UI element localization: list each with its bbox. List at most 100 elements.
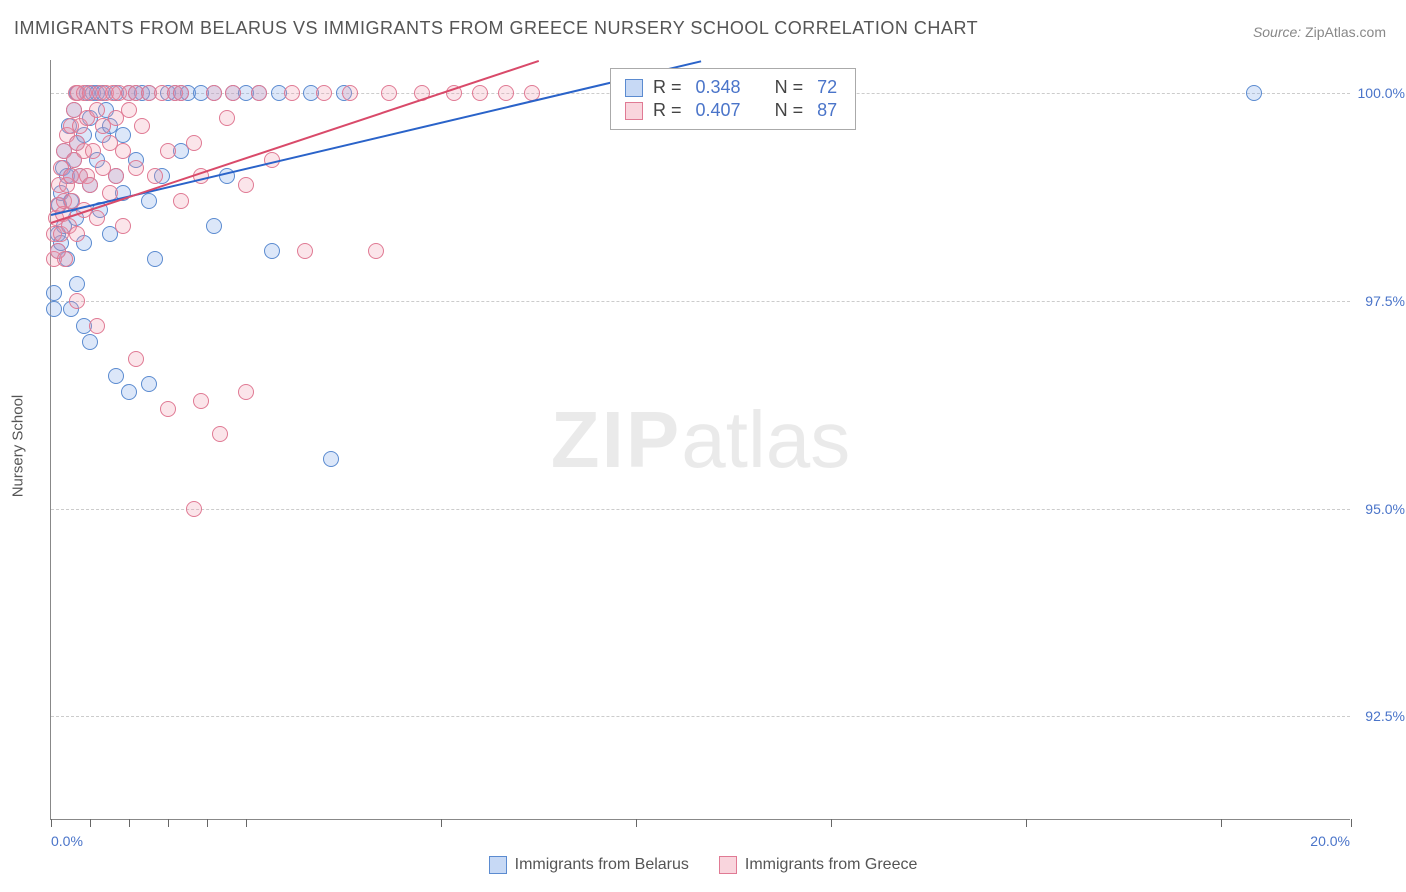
scatter-point-belarus xyxy=(141,193,157,209)
y-axis-label: Nursery School xyxy=(10,395,27,498)
scatter-point-belarus xyxy=(323,451,339,467)
stats-n-label: N = xyxy=(775,100,804,121)
scatter-point-greece xyxy=(69,226,85,242)
stats-r-label: R = xyxy=(653,77,682,98)
scatter-point-greece xyxy=(89,210,105,226)
x-tick xyxy=(246,819,247,827)
scatter-point-belarus xyxy=(206,218,222,234)
stats-r-value-belarus: 0.348 xyxy=(692,77,745,98)
scatter-point-greece xyxy=(115,218,131,234)
scatter-point-belarus xyxy=(46,285,62,301)
x-tick xyxy=(441,819,442,827)
scatter-point-greece xyxy=(134,118,150,134)
stats-row-greece: R =0.407N =87 xyxy=(625,100,841,121)
watermark-light: atlas xyxy=(681,395,850,484)
scatter-point-greece xyxy=(238,384,254,400)
chart-container: IMMIGRANTS FROM BELARUS VS IMMIGRANTS FR… xyxy=(0,0,1406,892)
chart-source: Source: ZipAtlas.com xyxy=(1253,24,1386,40)
scatter-point-greece xyxy=(89,102,105,118)
stats-n-value-belarus: 72 xyxy=(813,77,841,98)
scatter-point-belarus xyxy=(69,276,85,292)
x-tick xyxy=(207,819,208,827)
scatter-point-greece xyxy=(498,85,514,101)
legend-swatch-belarus xyxy=(489,856,507,874)
x-tick xyxy=(1026,819,1027,827)
x-tick xyxy=(90,819,91,827)
scatter-point-greece xyxy=(251,85,267,101)
scatter-point-greece xyxy=(160,143,176,159)
y-tick-label: 95.0% xyxy=(1365,501,1405,517)
x-tick xyxy=(1351,819,1352,827)
source-prefix: Source: xyxy=(1253,24,1305,40)
scatter-point-greece xyxy=(212,426,228,442)
x-tick xyxy=(1221,819,1222,827)
scatter-point-belarus xyxy=(46,301,62,317)
stats-n-label: N = xyxy=(775,77,804,98)
scatter-point-greece xyxy=(472,85,488,101)
scatter-point-greece xyxy=(57,251,73,267)
legend-label-belarus: Immigrants from Belarus xyxy=(515,856,689,874)
scatter-point-greece xyxy=(219,110,235,126)
x-tick-label-max: 20.0% xyxy=(1310,833,1350,849)
scatter-point-greece xyxy=(147,168,163,184)
stats-r-label: R = xyxy=(653,100,682,121)
scatter-point-belarus xyxy=(108,368,124,384)
scatter-point-belarus xyxy=(1246,85,1262,101)
scatter-point-greece xyxy=(85,143,101,159)
legend-item-greece: Immigrants from Greece xyxy=(719,856,917,874)
source-name: ZipAtlas.com xyxy=(1305,24,1386,40)
x-tick-label-min: 0.0% xyxy=(51,833,83,849)
gridline xyxy=(51,509,1350,510)
scatter-point-greece xyxy=(193,393,209,409)
gridline xyxy=(51,301,1350,302)
scatter-point-greece xyxy=(225,85,241,101)
scatter-point-greece xyxy=(186,135,202,151)
stats-swatch-belarus xyxy=(625,79,643,97)
legend-item-belarus: Immigrants from Belarus xyxy=(489,856,689,874)
scatter-point-greece xyxy=(186,501,202,517)
scatter-point-greece xyxy=(115,143,131,159)
x-tick xyxy=(51,819,52,827)
x-tick xyxy=(129,819,130,827)
scatter-point-belarus xyxy=(264,243,280,259)
scatter-point-greece xyxy=(82,177,98,193)
scatter-point-greece xyxy=(108,168,124,184)
bottom-legend: Immigrants from Belarus Immigrants from … xyxy=(0,856,1406,874)
scatter-point-greece xyxy=(297,243,313,259)
scatter-point-greece xyxy=(160,401,176,417)
scatter-point-greece xyxy=(89,318,105,334)
y-tick-label: 92.5% xyxy=(1365,708,1405,724)
gridline xyxy=(51,716,1350,717)
watermark: ZIPatlas xyxy=(551,394,850,486)
watermark-bold: ZIP xyxy=(551,395,681,484)
scatter-point-greece xyxy=(173,193,189,209)
legend-swatch-greece xyxy=(719,856,737,874)
x-tick xyxy=(636,819,637,827)
scatter-point-greece xyxy=(316,85,332,101)
scatter-point-greece xyxy=(342,85,358,101)
scatter-point-greece xyxy=(128,351,144,367)
x-tick xyxy=(168,819,169,827)
scatter-point-greece xyxy=(128,160,144,176)
scatter-point-greece xyxy=(368,243,384,259)
scatter-point-greece xyxy=(206,85,222,101)
stats-n-value-greece: 87 xyxy=(813,100,841,121)
scatter-point-greece xyxy=(238,177,254,193)
scatter-point-greece xyxy=(284,85,300,101)
stats-box: R =0.348N =72R =0.407N =87 xyxy=(610,68,856,130)
stats-swatch-greece xyxy=(625,102,643,120)
scatter-point-greece xyxy=(381,85,397,101)
legend-label-greece: Immigrants from Greece xyxy=(745,856,917,874)
trend-line-belarus xyxy=(51,60,701,216)
scatter-point-greece xyxy=(121,102,137,118)
scatter-point-belarus xyxy=(121,384,137,400)
scatter-point-greece xyxy=(173,85,189,101)
chart-title: IMMIGRANTS FROM BELARUS VS IMMIGRANTS FR… xyxy=(14,18,978,39)
plot-area: ZIPatlas 100.0%97.5%95.0%92.5%0.0%20.0%R… xyxy=(50,60,1350,820)
scatter-point-belarus xyxy=(147,251,163,267)
stats-row-belarus: R = 0.348 N = 72 xyxy=(625,77,841,98)
y-tick-label: 100.0% xyxy=(1358,85,1405,101)
scatter-point-belarus xyxy=(141,376,157,392)
scatter-point-greece xyxy=(69,293,85,309)
scatter-point-belarus xyxy=(82,334,98,350)
